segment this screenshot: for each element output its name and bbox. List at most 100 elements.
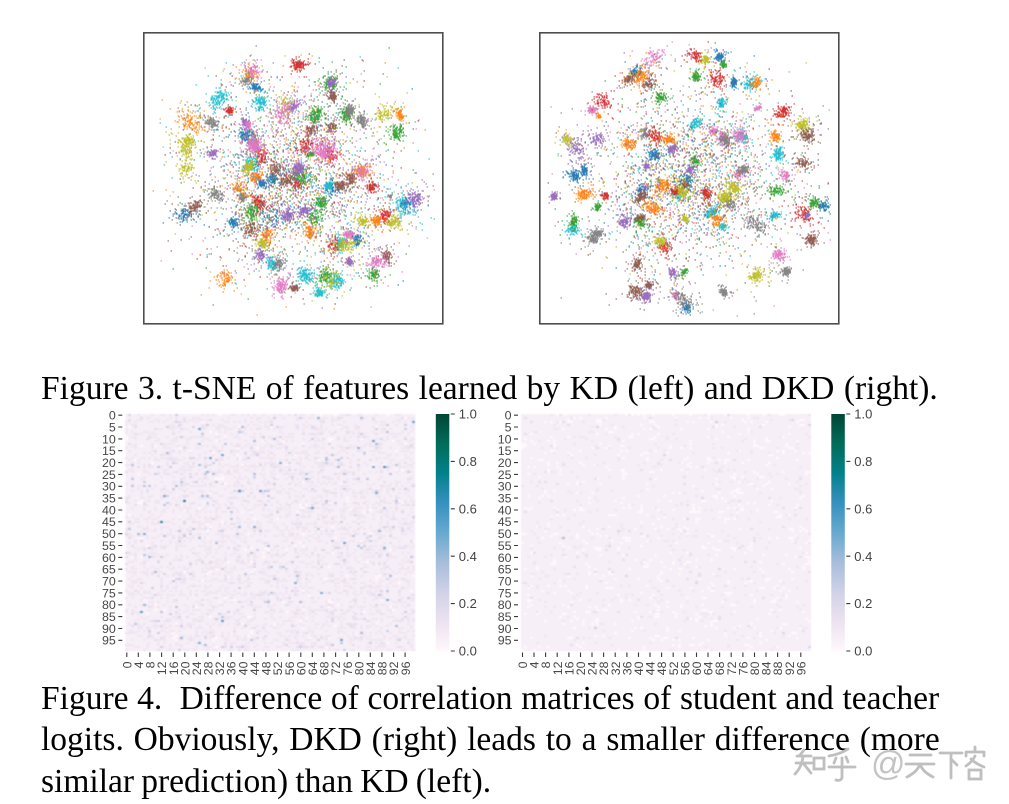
svg-text:68: 68	[713, 661, 727, 675]
svg-text:8: 8	[539, 661, 553, 668]
svg-text:84: 84	[760, 661, 774, 675]
svg-text:55: 55	[498, 539, 512, 553]
svg-text:50: 50	[498, 527, 512, 541]
svg-text:0.6: 0.6	[854, 501, 872, 516]
svg-text:60: 60	[690, 661, 704, 675]
svg-text:70: 70	[102, 575, 116, 589]
svg-text:0.6: 0.6	[459, 501, 477, 516]
svg-text:45: 45	[102, 515, 116, 529]
svg-text:20: 20	[178, 661, 192, 675]
svg-text:80: 80	[498, 598, 512, 612]
svg-text:44: 44	[644, 661, 658, 675]
svg-text:0.8: 0.8	[459, 454, 477, 469]
svg-text:52: 52	[667, 661, 681, 675]
svg-text:50: 50	[102, 527, 116, 541]
svg-text:80: 80	[102, 598, 116, 612]
svg-text:55: 55	[102, 539, 116, 553]
svg-text:75: 75	[498, 586, 512, 600]
svg-text:0: 0	[516, 661, 530, 668]
svg-text:85: 85	[498, 610, 512, 624]
svg-text:90: 90	[102, 622, 116, 636]
svg-text:40: 40	[498, 503, 512, 517]
svg-text:30: 30	[498, 480, 512, 494]
svg-text:@: @	[871, 745, 906, 783]
svg-text:40: 40	[632, 661, 646, 675]
svg-text:0.4: 0.4	[459, 549, 477, 564]
svg-text:20: 20	[102, 456, 116, 470]
svg-text:32: 32	[609, 661, 623, 675]
svg-text:92: 92	[783, 661, 797, 675]
svg-text:72: 72	[725, 661, 739, 675]
svg-text:4: 4	[132, 661, 146, 668]
svg-text:92: 92	[387, 661, 401, 675]
svg-text:56: 56	[679, 661, 693, 675]
svg-text:65: 65	[498, 563, 512, 577]
svg-text:88: 88	[771, 661, 785, 675]
svg-text:25: 25	[102, 468, 116, 482]
svg-text:24: 24	[190, 661, 204, 675]
svg-text:60: 60	[498, 551, 512, 565]
svg-text:10: 10	[498, 432, 512, 446]
svg-text:15: 15	[498, 444, 512, 458]
svg-text:40: 40	[102, 503, 116, 517]
svg-text:60: 60	[294, 661, 308, 675]
svg-text:52: 52	[271, 661, 285, 675]
svg-text:85: 85	[102, 610, 116, 624]
svg-text:8: 8	[144, 661, 158, 668]
svg-text:1.0: 1.0	[459, 407, 477, 422]
svg-text:60: 60	[102, 551, 116, 565]
svg-text:0.0: 0.0	[854, 644, 872, 659]
svg-text:0: 0	[120, 661, 134, 668]
svg-text:35: 35	[102, 492, 116, 506]
svg-text:0.4: 0.4	[854, 549, 872, 564]
svg-text:5: 5	[109, 420, 116, 434]
svg-text:0.0: 0.0	[459, 644, 477, 659]
svg-text:28: 28	[597, 661, 611, 675]
svg-text:0.2: 0.2	[854, 596, 872, 611]
svg-text:48: 48	[655, 661, 669, 675]
svg-text:0.2: 0.2	[459, 596, 477, 611]
svg-text:0: 0	[505, 409, 512, 423]
svg-text:88: 88	[376, 661, 390, 675]
svg-text:56: 56	[283, 661, 297, 675]
svg-text:12: 12	[551, 661, 565, 675]
svg-text:76: 76	[737, 661, 751, 675]
svg-text:28: 28	[202, 661, 216, 675]
svg-text:35: 35	[498, 492, 512, 506]
svg-text:64: 64	[702, 661, 716, 675]
svg-text:1.0: 1.0	[854, 407, 872, 422]
svg-text:95: 95	[498, 634, 512, 648]
svg-text:36: 36	[225, 661, 239, 675]
svg-text:64: 64	[306, 661, 320, 675]
svg-text:25: 25	[498, 468, 512, 482]
svg-text:30: 30	[102, 480, 116, 494]
svg-text:95: 95	[102, 634, 116, 648]
svg-text:15: 15	[102, 444, 116, 458]
svg-text:32: 32	[213, 661, 227, 675]
svg-text:12: 12	[155, 661, 169, 675]
svg-text:96: 96	[794, 661, 808, 675]
svg-text:20: 20	[498, 456, 512, 470]
svg-text:24: 24	[586, 661, 600, 675]
svg-text:75: 75	[102, 586, 116, 600]
svg-text:84: 84	[364, 661, 378, 675]
svg-text:76: 76	[341, 661, 355, 675]
svg-text:90: 90	[498, 622, 512, 636]
svg-text:70: 70	[498, 575, 512, 589]
svg-text:65: 65	[102, 563, 116, 577]
svg-text:4: 4	[528, 661, 542, 668]
svg-text:36: 36	[621, 661, 635, 675]
svg-text:40: 40	[236, 661, 250, 675]
svg-text:16: 16	[563, 661, 577, 675]
svg-text:0.8: 0.8	[854, 454, 872, 469]
svg-text:68: 68	[318, 661, 332, 675]
svg-text:16: 16	[167, 661, 181, 675]
svg-text:0: 0	[109, 409, 116, 423]
svg-text:44: 44	[248, 661, 262, 675]
svg-text:48: 48	[260, 661, 274, 675]
svg-text:80: 80	[352, 661, 366, 675]
svg-text:20: 20	[574, 661, 588, 675]
svg-text:96: 96	[399, 661, 413, 675]
svg-text:45: 45	[498, 515, 512, 529]
svg-text:72: 72	[329, 661, 343, 675]
